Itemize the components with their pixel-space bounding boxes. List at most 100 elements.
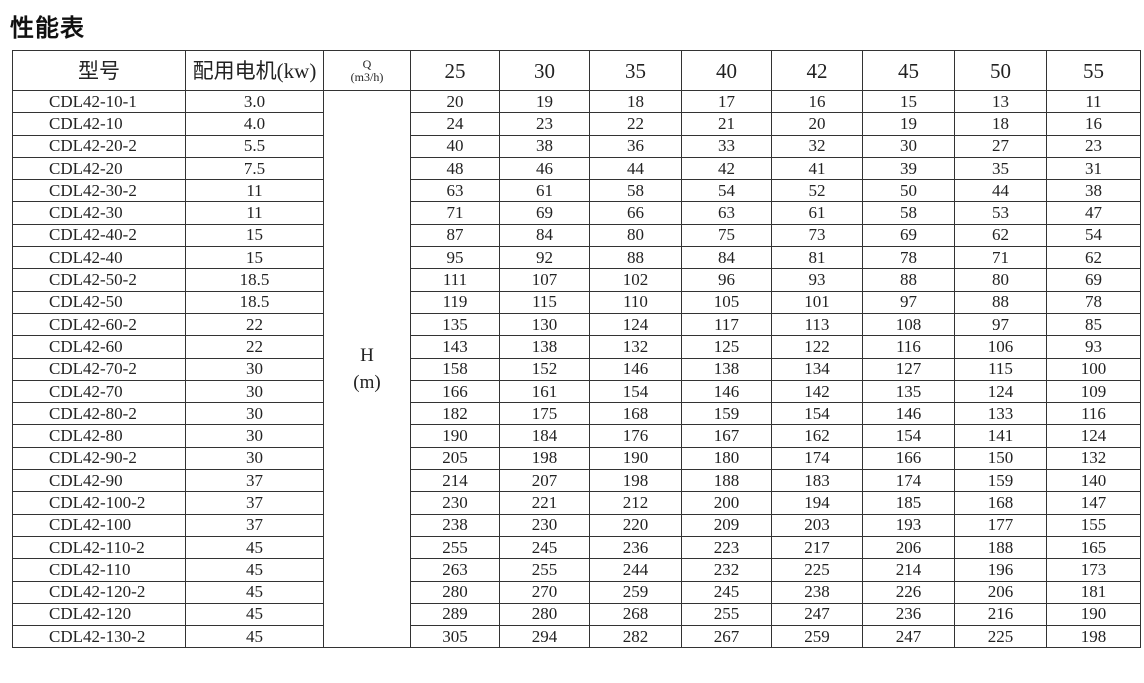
head-value-cell: 289 xyxy=(410,602,500,627)
head-value-cell: 230 xyxy=(410,491,500,515)
head-value-cell: 109 xyxy=(1046,379,1141,404)
table-row: CDL42-80 30 190 184 176 167 162 154 141 124 xyxy=(12,424,1141,448)
head-value-cell: 48 xyxy=(410,156,500,181)
head-value-cell: 101 xyxy=(771,290,863,314)
header-flow-55: 55 xyxy=(1046,50,1141,91)
table-row: CDL42-80-2 30 182 175 168 159 154 146 133 116 xyxy=(12,402,1141,426)
head-value-cell: 134 xyxy=(771,357,863,381)
model-cell: CDL42-50 xyxy=(12,290,186,314)
head-value-cell: 11 xyxy=(1046,89,1141,114)
motor-cell: 45 xyxy=(185,602,324,627)
header-flow: Q (m3/h) xyxy=(323,50,411,91)
head-value-cell: 119 xyxy=(410,290,500,314)
header-row: 型号 配用电机(kw) Q (m3/h) 25 30 35 40 42 45 50 55 xyxy=(12,50,1141,91)
motor-cell: 45 xyxy=(185,580,324,604)
table-row: CDL42-40 15 95 92 88 84 81 78 71 62 xyxy=(12,246,1141,270)
head-value-cell: 270 xyxy=(499,580,590,604)
head-value-cell: 69 xyxy=(1046,268,1141,292)
motor-cell: 45 xyxy=(185,558,324,582)
head-value-cell: 220 xyxy=(589,513,682,537)
head-value-cell: 87 xyxy=(410,223,500,248)
motor-cell: 15 xyxy=(185,223,324,248)
head-value-cell: 238 xyxy=(771,580,863,604)
head-value-cell: 36 xyxy=(589,134,682,158)
head-value-cell: 18 xyxy=(589,89,682,114)
head-value-cell: 294 xyxy=(499,625,590,649)
model-cell: CDL42-80-2 xyxy=(12,402,186,426)
model-cell: CDL42-70-2 xyxy=(12,357,186,381)
head-value-cell: 221 xyxy=(499,491,590,515)
table-row: CDL42-10 4.0 24 23 22 21 20 19 18 16 xyxy=(12,112,1141,136)
table-row: CDL42-30-2 11 63 61 58 54 52 50 44 38 xyxy=(12,179,1141,203)
head-value-cell: 39 xyxy=(862,156,955,181)
model-cell: CDL42-50-2 xyxy=(12,268,186,292)
head-value-cell: 54 xyxy=(681,179,772,203)
motor-cell: 22 xyxy=(185,335,324,359)
head-value-cell: 244 xyxy=(589,558,682,582)
model-cell: CDL42-90-2 xyxy=(12,446,186,471)
motor-cell: 37 xyxy=(185,491,324,515)
table-row: CDL42-60 22 143 138 132 125 122 116 106 93 xyxy=(12,335,1141,359)
head-value-cell: 44 xyxy=(589,156,682,181)
head-value-cell: 236 xyxy=(589,535,682,560)
model-cell: CDL42-70 xyxy=(12,379,186,404)
head-value-cell: 268 xyxy=(589,602,682,627)
head-value-cell: 105 xyxy=(681,290,772,314)
head-value-cell: 116 xyxy=(862,335,955,359)
head-value-cell: 225 xyxy=(771,558,863,582)
head-value-cell: 19 xyxy=(862,112,955,136)
head-value-cell: 230 xyxy=(499,513,590,537)
head-value-cell: 255 xyxy=(499,558,590,582)
head-value-cell: 27 xyxy=(954,134,1047,158)
table-row: CDL42-120 45 289 280 268 255 247 236 216 190 xyxy=(12,602,1141,627)
head-value-cell: 259 xyxy=(771,625,863,649)
head-value-cell: 93 xyxy=(1046,335,1141,359)
head-value-cell: 245 xyxy=(681,580,772,604)
table-row: CDL42-60-2 22 135 130 124 117 113 108 97 85 xyxy=(12,312,1141,337)
head-value-cell: 92 xyxy=(499,246,590,270)
head-value-cell: 19 xyxy=(499,89,590,114)
table-row: CDL42-20-2 5.5 40 38 36 33 32 30 27 23 xyxy=(12,134,1141,158)
head-value-cell: 181 xyxy=(1046,580,1141,604)
head-value-cell: 132 xyxy=(1046,446,1141,471)
motor-cell: 22 xyxy=(185,312,324,337)
head-value-cell: 41 xyxy=(771,156,863,181)
motor-cell: 37 xyxy=(185,513,324,537)
head-value-cell: 17 xyxy=(681,89,772,114)
motor-cell: 37 xyxy=(185,469,324,493)
table-row: CDL42-50 18.5 119 115 110 105 101 97 88 78 xyxy=(12,290,1141,314)
model-cell: CDL42-60 xyxy=(12,335,186,359)
head-value-cell: 135 xyxy=(862,379,955,404)
head-value-cell: 42 xyxy=(681,156,772,181)
head-value-cell: 146 xyxy=(589,357,682,381)
head-value-cell: 80 xyxy=(589,223,682,248)
head-value-cell: 15 xyxy=(862,89,955,114)
head-value-cell: 62 xyxy=(954,223,1047,248)
model-cell: CDL42-20-2 xyxy=(12,134,186,158)
head-value-cell: 154 xyxy=(589,379,682,404)
head-value-cell: 63 xyxy=(681,201,772,225)
head-value-cell: 188 xyxy=(681,469,772,493)
head-value-cell: 174 xyxy=(771,446,863,471)
head-value-cell: 69 xyxy=(862,223,955,248)
head-value-cell: 174 xyxy=(862,469,955,493)
head-value-cell: 190 xyxy=(589,446,682,471)
head-value-cell: 198 xyxy=(589,469,682,493)
head-value-cell: 124 xyxy=(1046,424,1141,448)
head-value-cell: 88 xyxy=(954,290,1047,314)
head-value-cell: 20 xyxy=(771,112,863,136)
table-row: CDL42-40-2 15 87 84 80 75 73 69 62 54 xyxy=(12,223,1141,248)
head-value-cell: 150 xyxy=(954,446,1047,471)
head-value-cell: 47 xyxy=(1046,201,1141,225)
table-row: CDL42-90-2 30 205 198 190 180 174 166 150 132 xyxy=(12,446,1141,471)
head-value-cell: 40 xyxy=(410,134,500,158)
model-cell: CDL42-60-2 xyxy=(12,312,186,337)
head-value-cell: 255 xyxy=(681,602,772,627)
header-flow-42: 42 xyxy=(771,50,863,91)
head-value-cell: 162 xyxy=(771,424,863,448)
head-value-cell: 245 xyxy=(499,535,590,560)
head-value-cell: 190 xyxy=(1046,602,1141,627)
head-value-cell: 225 xyxy=(954,625,1047,649)
head-value-cell: 62 xyxy=(1046,246,1141,270)
model-cell: CDL42-110-2 xyxy=(12,535,186,560)
